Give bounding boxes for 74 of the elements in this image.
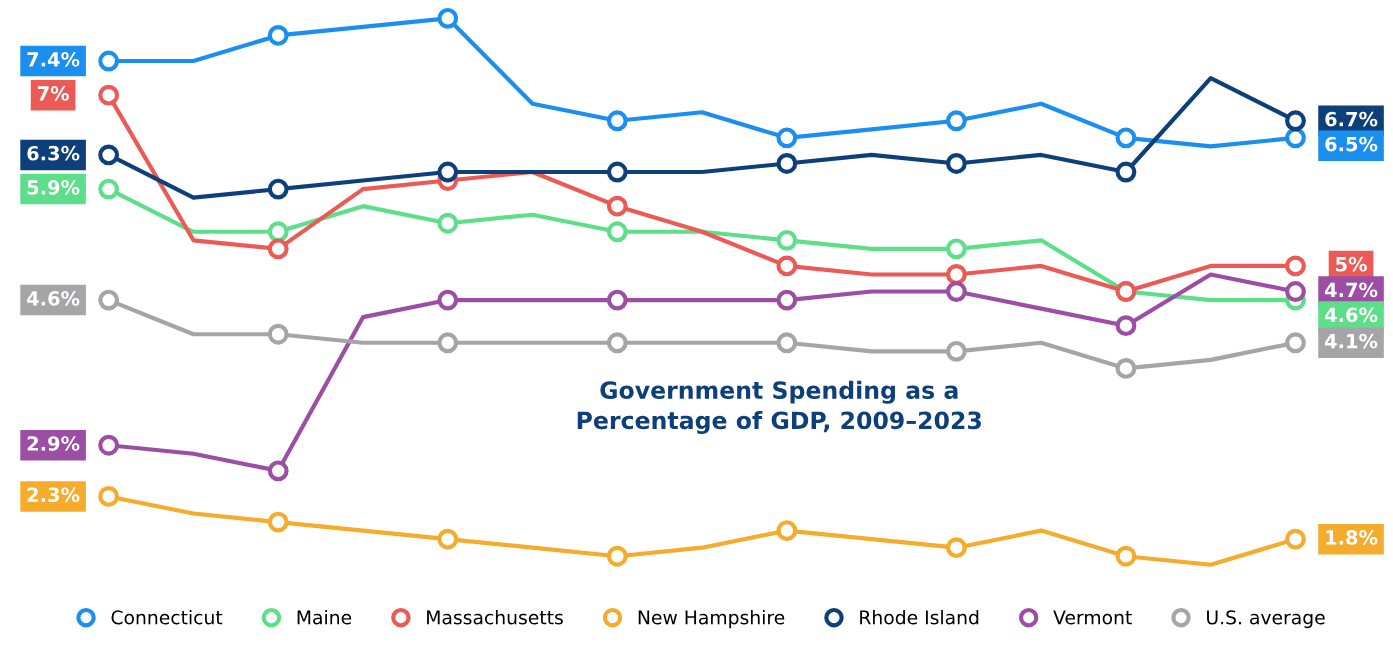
point bbox=[267, 24, 289, 46]
legend-label: Rhode Island bbox=[860, 609, 979, 625]
point bbox=[945, 537, 967, 559]
point bbox=[267, 178, 289, 200]
data-label: 6.7% bbox=[1325, 111, 1378, 127]
point bbox=[437, 289, 459, 311]
data-label: 2.9% bbox=[27, 436, 80, 451]
point bbox=[437, 161, 459, 183]
point bbox=[606, 221, 628, 243]
point bbox=[267, 511, 289, 533]
point bbox=[98, 434, 120, 456]
data-label: 7% bbox=[37, 86, 69, 101]
point bbox=[776, 127, 798, 149]
point bbox=[1285, 127, 1306, 149]
legend-label: Vermont bbox=[1053, 610, 1132, 625]
point bbox=[945, 264, 967, 285]
data-label: 7.4% bbox=[27, 51, 80, 67]
point bbox=[267, 238, 289, 260]
point bbox=[1115, 315, 1137, 337]
text: Government Spending as a Percentage of GDP, 2009–2023 bbox=[577, 380, 981, 435]
point bbox=[776, 255, 798, 277]
data-label: 5.9% bbox=[27, 180, 80, 195]
data-label: 4.1% bbox=[1324, 333, 1378, 349]
point bbox=[606, 289, 628, 311]
point bbox=[1115, 127, 1137, 149]
point bbox=[1285, 281, 1306, 302]
data-label: 6.5% bbox=[1325, 136, 1378, 152]
data-label: 4.6% bbox=[27, 291, 80, 306]
point bbox=[98, 289, 120, 311]
point bbox=[776, 289, 798, 311]
point bbox=[1115, 357, 1137, 379]
point bbox=[606, 332, 628, 354]
point bbox=[1285, 528, 1306, 550]
data-label: 5% bbox=[1336, 256, 1367, 272]
data-label: 4.6% bbox=[1324, 307, 1378, 323]
point bbox=[98, 178, 120, 200]
point bbox=[606, 110, 628, 132]
data-label: 1.8% bbox=[1326, 530, 1378, 545]
point bbox=[945, 281, 967, 302]
legend-label: Maine bbox=[297, 609, 352, 625]
data-label: 6.3% bbox=[27, 145, 80, 161]
point bbox=[437, 528, 459, 550]
point bbox=[1285, 110, 1306, 132]
point bbox=[267, 323, 289, 345]
point bbox=[98, 84, 120, 106]
legend-label: New Hampshire bbox=[638, 609, 785, 629]
legend-label: Massachusetts bbox=[427, 609, 563, 625]
point bbox=[606, 161, 628, 183]
data-label: 2.3% bbox=[27, 487, 80, 503]
point bbox=[606, 545, 628, 567]
point bbox=[945, 110, 967, 132]
legend-label: Connecticut bbox=[111, 609, 223, 625]
point bbox=[1115, 545, 1137, 567]
point bbox=[98, 486, 120, 507]
point bbox=[437, 212, 459, 234]
point bbox=[437, 332, 459, 354]
point bbox=[776, 229, 798, 251]
point bbox=[98, 144, 120, 166]
data-label: 4.7% bbox=[1324, 282, 1378, 298]
point bbox=[1285, 255, 1306, 277]
point bbox=[437, 7, 459, 29]
point bbox=[776, 520, 798, 542]
point bbox=[98, 50, 120, 72]
point bbox=[776, 153, 798, 174]
point bbox=[267, 460, 289, 482]
legend-label: U.S. average bbox=[1207, 610, 1325, 629]
point bbox=[945, 153, 967, 174]
point bbox=[1285, 332, 1306, 354]
point bbox=[945, 340, 967, 362]
point bbox=[776, 332, 798, 354]
point bbox=[606, 195, 628, 217]
point bbox=[267, 221, 289, 243]
point bbox=[945, 238, 967, 260]
point bbox=[1115, 161, 1137, 183]
